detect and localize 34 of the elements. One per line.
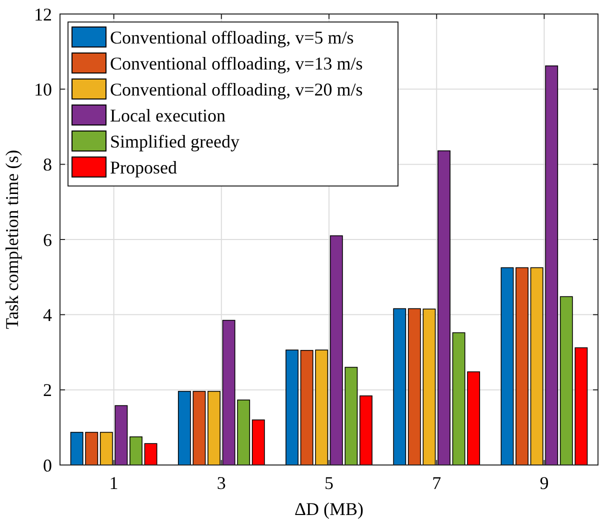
bar <box>252 420 265 466</box>
x-tick-label: 7 <box>432 473 442 493</box>
bar <box>130 436 142 466</box>
bar <box>144 443 158 466</box>
y-tick-label: 2 <box>43 380 52 400</box>
bar <box>192 390 206 466</box>
bar <box>438 150 450 466</box>
legend-label: Simplified greedy <box>110 131 240 152</box>
x-tick-label: 3 <box>216 473 226 493</box>
bar <box>393 308 406 466</box>
y-tick-label: 4 <box>43 304 52 325</box>
bar <box>178 390 191 466</box>
y-axis-title: Task completion time (s) <box>2 150 22 330</box>
bar <box>500 267 514 466</box>
x-axis-title: ΔD (MB) <box>294 499 364 519</box>
x-tick-label: 9 <box>540 473 549 493</box>
x-tick-label: 1 <box>109 473 118 493</box>
legend-label: Conventional offloading, v=13 m/s <box>110 53 363 74</box>
y-tick-label: 12 <box>34 4 52 24</box>
legend-label: Conventional offloading, v=5 m/s <box>110 27 354 48</box>
bar <box>467 371 480 466</box>
legend-label: Local execution <box>110 105 226 126</box>
legend-label: Proposed <box>110 157 177 178</box>
bar <box>286 350 298 466</box>
bar <box>516 267 528 466</box>
y-tick-label: 10 <box>34 79 52 100</box>
bar <box>452 332 466 466</box>
y-tick-label: 8 <box>43 154 52 175</box>
y-tick-label: 6 <box>43 230 52 250</box>
y-tick-label: 0 <box>43 455 52 476</box>
bar <box>208 390 220 466</box>
x-tick-label: 5 <box>324 473 334 493</box>
bar <box>360 395 372 466</box>
legend-label: Conventional offloading, v=20 m/s <box>110 79 363 100</box>
